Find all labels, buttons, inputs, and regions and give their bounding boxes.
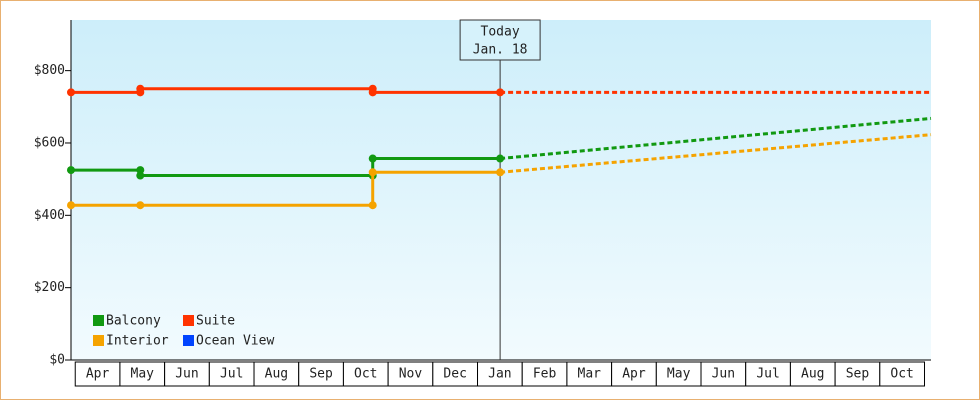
x-tick-label: Sep <box>309 367 333 382</box>
x-tick-label: Aug <box>801 367 824 382</box>
x-tick-label: Jun <box>712 367 735 382</box>
price-point <box>368 88 377 97</box>
today-label: Jan. 18 <box>473 43 528 58</box>
x-tick-box <box>834 361 881 387</box>
x-tick-label: Oct <box>890 367 913 382</box>
x-tick-box <box>298 361 344 387</box>
price-point <box>136 171 145 180</box>
price-point <box>67 201 75 210</box>
today-label: Today <box>481 25 520 40</box>
legend-swatch <box>183 315 194 326</box>
price-point <box>496 88 505 97</box>
x-tick-label: Apr <box>86 367 110 382</box>
x-tick-label: Mar <box>578 367 602 382</box>
forecast-line <box>499 133 932 174</box>
x-tick-box <box>566 361 613 387</box>
x-tick-box <box>789 361 836 387</box>
x-tick-label: Sep <box>846 367 870 382</box>
legend-swatch <box>93 335 104 346</box>
price-point <box>368 154 377 163</box>
x-tick-label: Jun <box>175 367 198 382</box>
price-line <box>71 87 501 94</box>
price-point <box>67 88 75 97</box>
y-tick-label: $200 <box>34 280 65 295</box>
x-tick-box <box>119 361 166 387</box>
price-point <box>496 154 505 163</box>
x-tick-label: Nov <box>399 367 423 382</box>
price-line <box>71 157 501 178</box>
price-point <box>368 201 377 210</box>
legend-label: Balcony <box>106 314 161 329</box>
legend-label: Interior <box>106 334 169 349</box>
price-point <box>136 201 145 210</box>
price-point <box>136 84 145 93</box>
plot-area <box>71 20 931 360</box>
x-tick-label: Aug <box>265 367 288 382</box>
x-tick-label: Jan <box>488 367 511 382</box>
x-tick-box <box>387 361 434 387</box>
x-tick-label: Dec <box>443 367 466 382</box>
x-tick-box <box>477 361 523 387</box>
y-tick-label: $600 <box>34 135 65 150</box>
price-point <box>496 168 505 177</box>
legend-label: Suite <box>196 314 235 329</box>
x-tick-box <box>208 361 255 387</box>
forecast-line <box>499 116 932 161</box>
x-tick-box <box>655 361 702 387</box>
x-tick-label: May <box>667 367 691 382</box>
x-tick-label: Apr <box>622 367 646 382</box>
x-tick-box <box>879 361 926 387</box>
y-tick-label: $800 <box>34 63 65 78</box>
y-tick-label: $400 <box>34 208 65 223</box>
today-box <box>459 19 541 61</box>
x-tick-label: Feb <box>533 367 557 382</box>
x-tick-box <box>700 361 747 387</box>
legend-label: Ocean View <box>196 334 274 349</box>
x-tick-label: Jul <box>220 367 243 382</box>
legend-swatch <box>183 335 194 346</box>
x-tick-label: May <box>131 367 155 382</box>
y-tick-label: $0 <box>49 353 65 368</box>
x-tick-label: Jul <box>756 367 779 382</box>
price-point <box>67 166 75 175</box>
legend-swatch <box>93 315 104 326</box>
price-point <box>368 168 377 177</box>
x-tick-label: Oct <box>354 367 377 382</box>
